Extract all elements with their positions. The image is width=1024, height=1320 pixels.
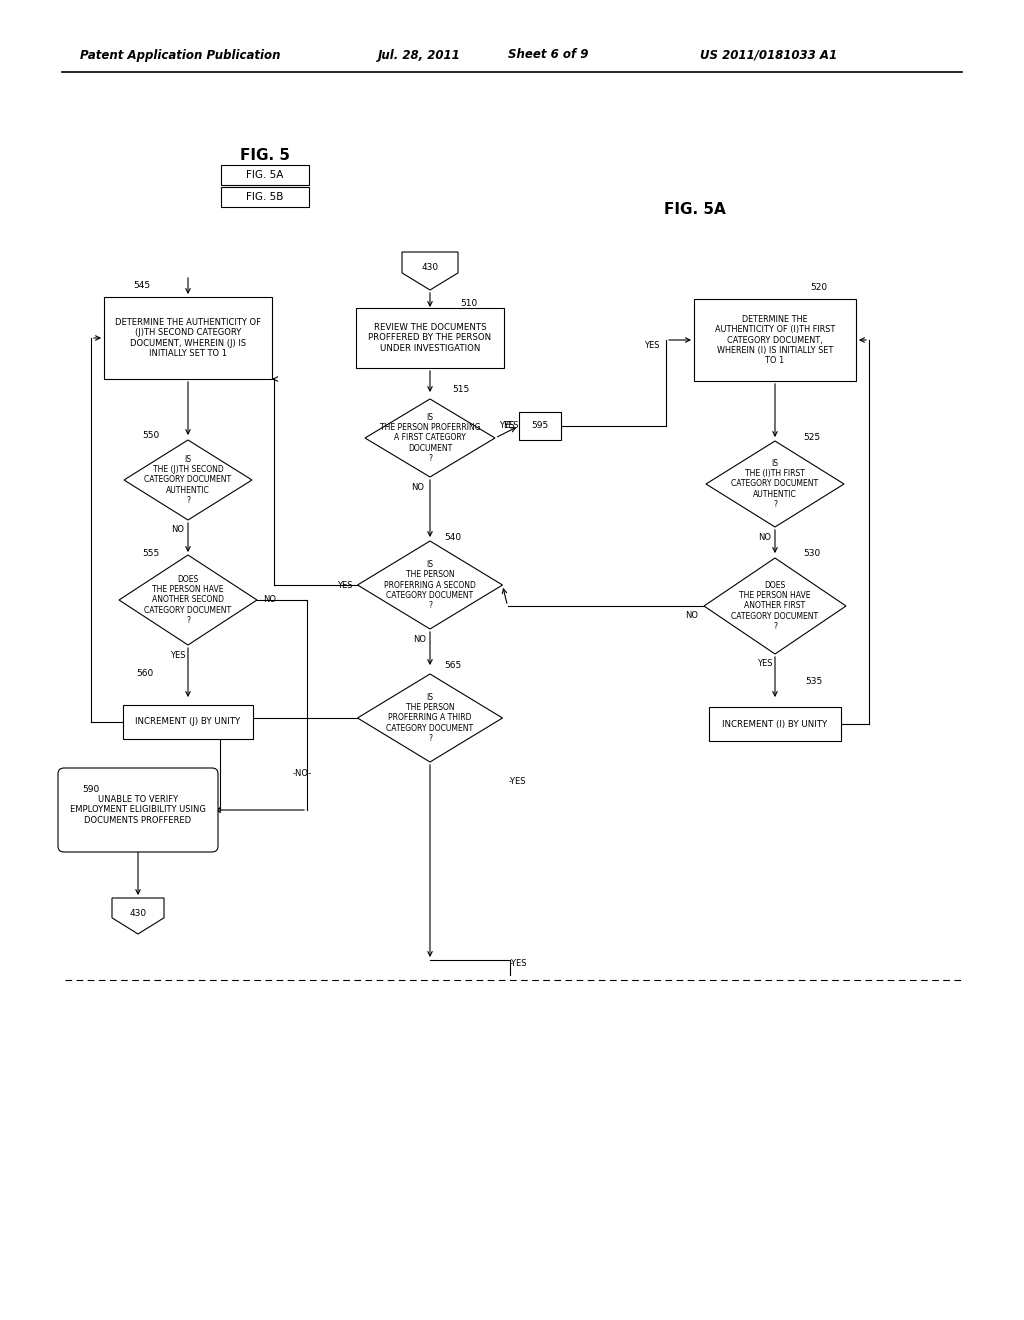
Text: 540: 540 [444,532,461,541]
Text: Jul. 28, 2011: Jul. 28, 2011 [378,49,461,62]
Text: 560: 560 [136,668,154,677]
Polygon shape [357,541,503,630]
Text: 545: 545 [133,281,151,289]
FancyBboxPatch shape [709,708,841,741]
Text: IS
THE (I)TH FIRST
CATEGORY DOCUMENT
AUTHENTIC
?: IS THE (I)TH FIRST CATEGORY DOCUMENT AUT… [731,459,818,510]
Text: NO: NO [759,532,771,541]
Text: YES: YES [644,341,659,350]
Text: FIG. 5A: FIG. 5A [665,202,726,218]
Text: US 2011/0181033 A1: US 2011/0181033 A1 [700,49,838,62]
Text: YES: YES [758,660,773,668]
Text: -YES: -YES [510,958,527,968]
FancyBboxPatch shape [104,297,272,379]
Text: IS
THE (J)TH SECOND
CATEGORY DOCUMENT
AUTHENTIC
?: IS THE (J)TH SECOND CATEGORY DOCUMENT AU… [144,454,231,506]
FancyBboxPatch shape [58,768,218,851]
FancyBboxPatch shape [694,300,856,381]
Text: NO: NO [685,611,698,620]
Text: 430: 430 [422,264,438,272]
Text: REVIEW THE DOCUMENTS
PROFFERED BY THE PERSON
UNDER INVESTIGATION: REVIEW THE DOCUMENTS PROFFERED BY THE PE… [369,323,492,352]
Text: FIG. 5A: FIG. 5A [247,170,284,180]
Text: 510: 510 [460,300,477,309]
Text: 535: 535 [805,677,822,686]
Text: NO: NO [412,483,425,491]
Text: DETERMINE THE AUTHENTICITY OF
(J)TH SECOND CATEGORY
DOCUMENT, WHEREIN (J) IS
INI: DETERMINE THE AUTHENTICITY OF (J)TH SECO… [115,318,261,358]
Text: YES: YES [499,421,514,430]
Text: DOES
THE PERSON HAVE
ANOTHER SECOND
CATEGORY DOCUMENT
?: DOES THE PERSON HAVE ANOTHER SECOND CATE… [144,574,231,626]
Text: 555: 555 [142,549,160,557]
Text: INCREMENT (I) BY UNITY: INCREMENT (I) BY UNITY [722,719,827,729]
Text: IS
THE PERSON PROFERRING
A FIRST CATEGORY
DOCUMENT
?: IS THE PERSON PROFERRING A FIRST CATEGOR… [380,413,480,463]
Polygon shape [402,252,458,290]
Text: DETERMINE THE
AUTHENTICITY OF (I)TH FIRST
CATEGORY DOCUMENT,
WHEREIN (I) IS INIT: DETERMINE THE AUTHENTICITY OF (I)TH FIRS… [715,314,836,366]
Text: YES: YES [337,581,352,590]
Text: FIG. 5B: FIG. 5B [247,191,284,202]
Text: -NO-: -NO- [293,770,312,779]
Text: IS
THE PERSON
PROFERRING A THIRD
CATEGORY DOCUMENT
?: IS THE PERSON PROFERRING A THIRD CATEGOR… [386,693,473,743]
Polygon shape [705,558,846,653]
Text: 550: 550 [142,430,160,440]
Text: Sheet 6 of 9: Sheet 6 of 9 [508,49,589,62]
FancyBboxPatch shape [221,187,309,207]
FancyBboxPatch shape [123,705,253,739]
Text: 590: 590 [82,785,99,795]
Text: 430: 430 [129,908,146,917]
Polygon shape [706,441,844,527]
Text: DOES
THE PERSON HAVE
ANOTHER FIRST
CATEGORY DOCUMENT
?: DOES THE PERSON HAVE ANOTHER FIRST CATEG… [731,581,818,631]
Text: INCREMENT (J) BY UNITY: INCREMENT (J) BY UNITY [135,718,241,726]
FancyBboxPatch shape [519,412,561,440]
Text: 515: 515 [452,385,469,395]
Polygon shape [124,440,252,520]
Text: 565: 565 [444,660,461,669]
FancyBboxPatch shape [221,165,309,185]
Text: UNABLE TO VERIFY
EMPLOYMENT ELIGIBILITY USING
DOCUMENTS PROFFERED: UNABLE TO VERIFY EMPLOYMENT ELIGIBILITY … [70,795,206,825]
Polygon shape [357,675,503,762]
Text: 530: 530 [803,549,820,558]
Text: NO: NO [171,525,184,535]
Text: 525: 525 [803,433,820,441]
Polygon shape [112,898,164,935]
Text: 520: 520 [810,282,827,292]
Text: YES: YES [503,421,518,430]
Text: NO: NO [263,595,276,605]
Text: IS
THE PERSON
PROFERRING A SECOND
CATEGORY DOCUMENT
?: IS THE PERSON PROFERRING A SECOND CATEGO… [384,560,476,610]
Text: NO: NO [414,635,427,644]
Text: FIG. 5: FIG. 5 [240,148,290,162]
Text: Patent Application Publication: Patent Application Publication [80,49,281,62]
Polygon shape [365,399,495,477]
Polygon shape [119,554,257,645]
FancyBboxPatch shape [356,308,504,368]
Text: 595: 595 [531,421,549,430]
Text: -YES: -YES [509,777,526,787]
Text: YES: YES [170,651,185,660]
